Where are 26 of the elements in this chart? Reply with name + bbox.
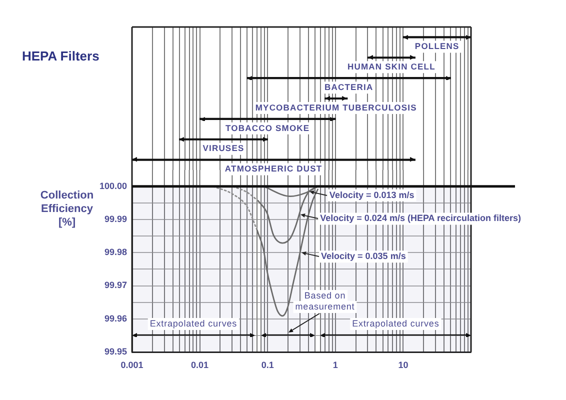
- category-label: HUMAN SKIN CELL: [348, 61, 436, 72]
- category-label: ATMOSPHERIC DUST: [224, 164, 322, 174]
- band-label: Extrapolated curves: [352, 318, 440, 328]
- category-label: BACTERIA: [324, 82, 374, 92]
- y-tick-label: 99.98: [104, 247, 127, 258]
- y-tick-label: 99.95: [104, 346, 127, 356]
- x-tick-label: 0.01: [191, 360, 209, 370]
- text: Velocity = 0.035 m/s: [321, 251, 406, 262]
- x-tick-label: 1: [332, 360, 338, 370]
- y-tick-label: 99.97: [104, 280, 127, 290]
- series-label: Velocity = 0.013 m/s: [329, 190, 414, 200]
- text: Velocity = 0.024 m/s (HEPA recirculation filters): [320, 213, 521, 224]
- category-label: MYCOBACTERIUM TUBERCULOSIS: [255, 102, 417, 112]
- category-label: TOBACCO SMOKE: [226, 122, 310, 133]
- band-label: Based on measurement: [295, 290, 355, 312]
- y-tick-label: 100.00: [99, 180, 127, 191]
- text: HEPA Filters: [22, 48, 100, 64]
- x-tick-label: 0.1: [261, 360, 274, 370]
- band-label: Extrapolated curves: [150, 318, 238, 328]
- category-label: POLLENS: [414, 41, 460, 52]
- y-tick-label: 99.96: [104, 313, 127, 324]
- y-tick-label: 99.99: [104, 214, 127, 224]
- category-label: VIRUSES: [202, 143, 244, 154]
- y-axis-title: Collection Efficiency [%]: [40, 189, 94, 228]
- x-tick-label: 10: [398, 360, 408, 370]
- x-tick-label: 0.001: [120, 360, 144, 370]
